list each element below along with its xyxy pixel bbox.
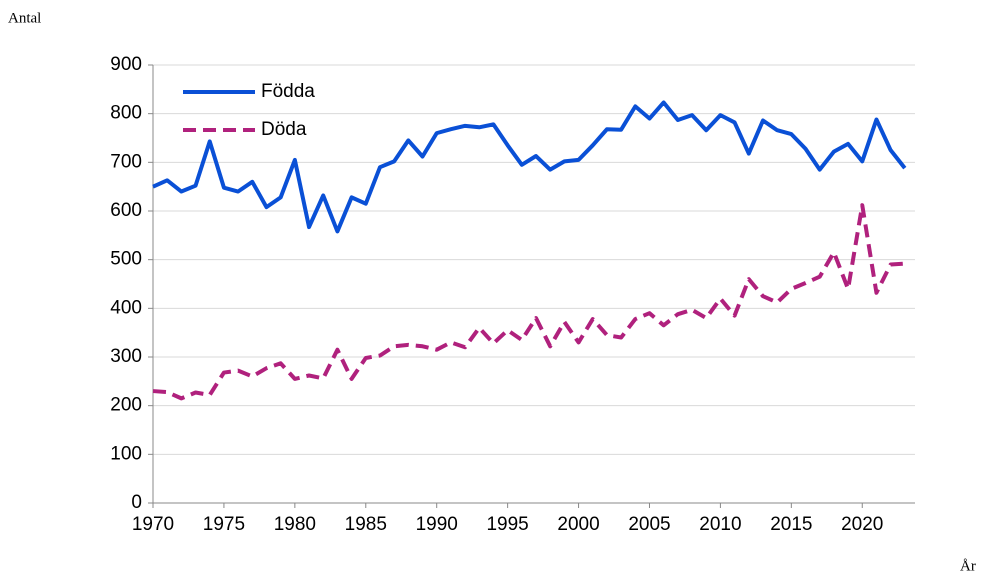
series-line	[152, 203, 905, 401]
y-tick-label: 200	[110, 395, 142, 416]
x-tick-label: 2020	[841, 514, 883, 535]
x-tick-label: 1985	[345, 514, 387, 535]
x-tick-label: 1980	[274, 514, 316, 535]
y-tick-label: 500	[110, 249, 142, 270]
legend-label: Födda	[261, 81, 315, 102]
x-tick-label: 1970	[132, 514, 174, 535]
x-tick-label: 1995	[486, 514, 528, 535]
y-tick-label: 900	[110, 54, 142, 75]
x-tick-label: 2000	[557, 514, 599, 535]
legend-label: Döda	[261, 119, 307, 140]
x-axis-label: År	[960, 558, 976, 574]
y-tick-label: 600	[110, 200, 142, 221]
x-tick-label: 2005	[628, 514, 670, 535]
y-tick-label: 100	[110, 443, 142, 464]
x-tick-label: 2010	[699, 514, 741, 535]
x-tick-label: 1975	[203, 514, 245, 535]
y-tick-label: 800	[110, 103, 142, 124]
y-tick-label: 700	[110, 151, 142, 172]
x-tick-label: 1990	[416, 514, 458, 535]
y-tick-label: 300	[110, 346, 142, 367]
series-line	[152, 100, 907, 234]
y-tick-label: 400	[110, 297, 142, 318]
y-tick-label: 0	[131, 492, 142, 513]
x-tick-label: 2015	[770, 514, 812, 535]
y-axis-label: Antal	[8, 10, 41, 26]
